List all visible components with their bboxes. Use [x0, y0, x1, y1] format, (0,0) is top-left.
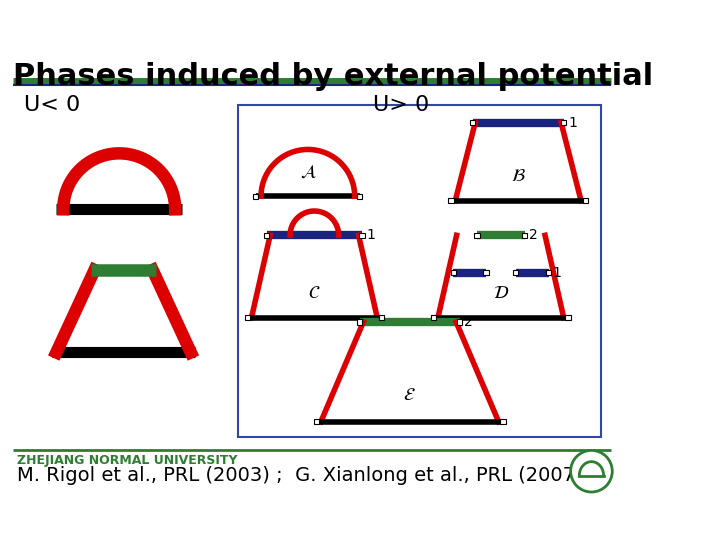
Bar: [449, 198, 454, 203]
Text: $\mathcal{C}$: $\mathcal{C}$: [308, 284, 320, 302]
Bar: [253, 194, 258, 199]
Bar: [513, 270, 518, 275]
Text: ZHEJIANG NORMAL UNIVERSITY: ZHEJIANG NORMAL UNIVERSITY: [17, 454, 238, 467]
Text: U> 0: U> 0: [373, 95, 429, 115]
Bar: [379, 315, 384, 320]
Text: 1: 1: [366, 228, 375, 242]
Bar: [245, 315, 250, 320]
Bar: [522, 233, 527, 238]
Bar: [500, 419, 505, 424]
Text: 2: 2: [529, 228, 538, 242]
Text: $\mathcal{E}$: $\mathcal{E}$: [403, 387, 416, 404]
Bar: [483, 270, 489, 275]
Text: $\mathcal{D}$: $\mathcal{D}$: [492, 284, 509, 302]
Bar: [470, 120, 475, 125]
Text: 1: 1: [568, 116, 577, 130]
Bar: [238, 105, 601, 436]
Bar: [546, 270, 551, 275]
Text: $\mathcal{A}$: $\mathcal{A}$: [300, 163, 316, 181]
Bar: [582, 198, 588, 203]
Bar: [474, 233, 480, 238]
Bar: [357, 194, 362, 199]
Bar: [314, 419, 319, 424]
Bar: [451, 270, 456, 275]
Text: Phases induced by external potential: Phases induced by external potential: [13, 62, 653, 91]
Text: $\mathcal{B}$: $\mathcal{B}$: [510, 167, 526, 185]
Bar: [264, 233, 269, 238]
Text: 1: 1: [553, 266, 562, 280]
Bar: [565, 315, 571, 320]
Bar: [561, 120, 567, 125]
Circle shape: [571, 450, 612, 492]
Bar: [357, 320, 362, 325]
Text: 2: 2: [464, 315, 473, 329]
Bar: [359, 233, 364, 238]
Bar: [457, 320, 462, 325]
Text: M. Rigol et al., PRL (2003) ;  G. Xianlong et al., PRL (2007): M. Rigol et al., PRL (2003) ; G. Xianlon…: [17, 466, 583, 485]
Bar: [431, 315, 436, 320]
Text: U< 0: U< 0: [24, 95, 81, 115]
